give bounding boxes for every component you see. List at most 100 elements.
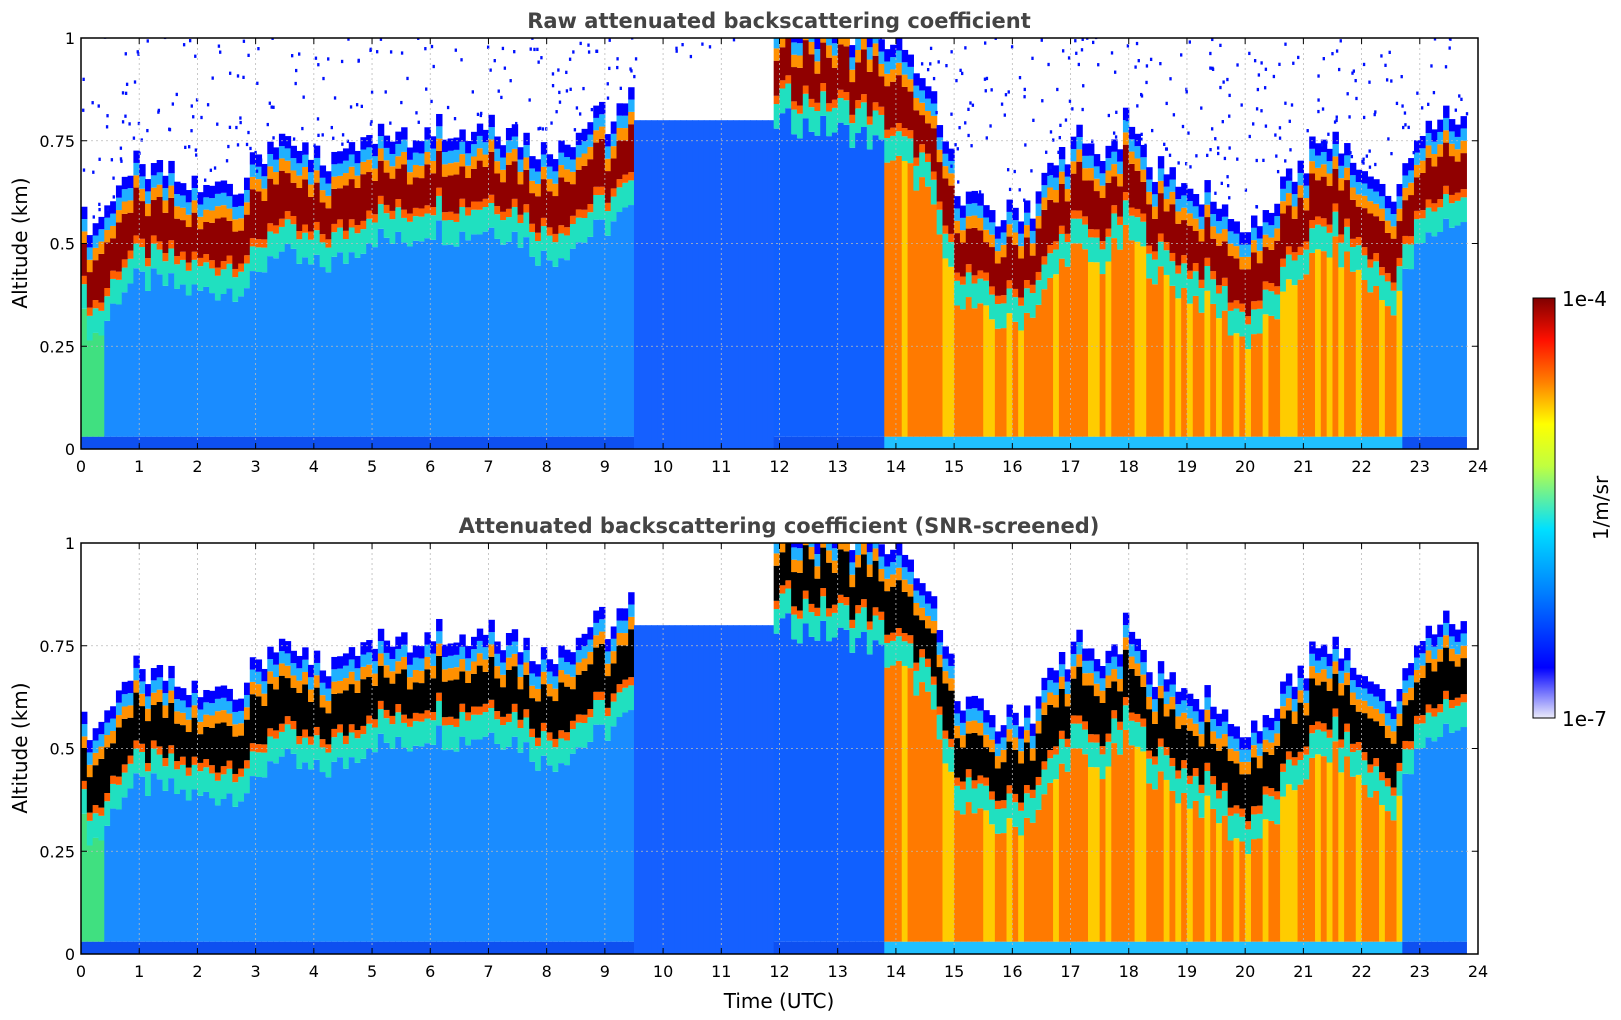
heat-cell — [849, 57, 856, 70]
heat-cell — [488, 227, 495, 437]
heat-cell — [302, 232, 309, 258]
heat-cell — [412, 240, 420, 437]
heat-cell — [1390, 151, 1393, 156]
heat-cell — [849, 941, 856, 954]
heat-cell — [1128, 656, 1136, 669]
heat-cell — [389, 436, 396, 449]
heat-cell — [1361, 195, 1368, 209]
heat-cell — [459, 659, 466, 672]
heat-cell — [1076, 161, 1083, 211]
heat-cell — [1198, 746, 1206, 785]
x-tick-label: 20 — [1235, 962, 1255, 981]
heat-cell — [1175, 803, 1182, 942]
heat-cell — [1110, 51, 1114, 55]
heat-cell — [1070, 715, 1077, 724]
heat-cell — [511, 198, 519, 208]
heat-cell — [1088, 673, 1095, 686]
heat-cell — [92, 247, 100, 261]
heat-cell — [558, 645, 565, 658]
heat-cell — [232, 301, 239, 437]
heat-cell — [1326, 185, 1334, 225]
heat-cell — [214, 436, 222, 449]
heat-cell — [1064, 747, 1072, 772]
heat-cell — [238, 193, 245, 206]
heat-cell — [156, 241, 164, 250]
heat-cell — [430, 44, 434, 49]
heat-cell — [1297, 255, 1304, 280]
heat-cell — [1256, 768, 1264, 806]
heat-cell — [249, 146, 252, 151]
heat-cell — [1285, 205, 1293, 247]
heat-cell — [1041, 761, 1048, 770]
heat-cell — [278, 436, 286, 449]
heat-cell — [278, 651, 286, 664]
heat-cell — [1192, 776, 1200, 801]
heat-cell — [1076, 654, 1083, 667]
heat-cell — [994, 768, 1002, 801]
heat-cell — [441, 212, 449, 221]
heat-cell — [92, 728, 100, 741]
heat-cell — [1326, 737, 1334, 763]
heat-cell — [243, 202, 251, 215]
heat-cell — [593, 195, 600, 220]
heat-cell — [424, 164, 431, 206]
heat-cell — [1280, 771, 1287, 797]
heat-cell — [115, 809, 123, 942]
heat-cell — [1064, 233, 1072, 243]
heat-cell — [406, 184, 414, 214]
heat-cell — [820, 543, 827, 548]
heat-cell — [1413, 715, 1421, 725]
heat-cell — [1317, 74, 1320, 78]
heat-cell — [831, 132, 839, 437]
heat-cell — [1454, 666, 1462, 698]
heat-cell — [1012, 232, 1019, 245]
heat-cell — [430, 678, 437, 713]
heat-cell — [1317, 109, 1320, 114]
heat-cell — [188, 39, 192, 43]
heat-cell — [901, 136, 909, 161]
heat-cell — [1134, 133, 1141, 147]
heat-cell — [837, 98, 845, 123]
heat-cell — [255, 191, 263, 240]
heat-cell — [1367, 267, 1374, 293]
heat-cell — [1099, 702, 1107, 747]
heat-cell — [1216, 233, 1223, 246]
heat-cell — [124, 114, 127, 118]
heat-cell — [599, 941, 606, 954]
heat-cell — [551, 84, 555, 88]
heat-cell — [412, 207, 420, 217]
heat-cell — [1309, 136, 1316, 149]
heat-cell — [581, 242, 589, 437]
heat-cell — [337, 668, 344, 681]
heat-cell — [895, 38, 903, 51]
heat-cell — [255, 239, 263, 248]
heat-cell — [1169, 285, 1176, 437]
heat-cell — [1070, 436, 1077, 449]
heat-cell — [501, 46, 505, 51]
heat-cell — [1431, 129, 1438, 142]
heat-cell — [744, 120, 751, 449]
heat-cell — [104, 205, 111, 218]
heat-cell — [1315, 648, 1322, 661]
heat-cell — [1303, 715, 1310, 747]
heat-cell — [959, 735, 967, 748]
heat-cell — [1268, 754, 1275, 789]
heat-cell — [1228, 196, 1231, 200]
heat-cell — [401, 151, 408, 165]
heat-cell — [441, 725, 449, 751]
heat-cell — [826, 941, 833, 954]
heat-cell — [366, 723, 373, 749]
heat-cell — [1250, 720, 1258, 733]
heat-cell — [308, 689, 315, 702]
heat-cell — [1088, 648, 1095, 661]
heat-cell — [267, 941, 274, 954]
heat-cell — [808, 436, 816, 449]
heat-cell — [837, 44, 845, 90]
heat-cell — [884, 137, 891, 163]
heat-cell — [145, 179, 152, 192]
heat-cell — [511, 124, 519, 137]
heat-cell — [942, 436, 949, 449]
heat-cell — [133, 268, 140, 437]
heat-cell — [209, 198, 216, 211]
heat-cell — [1437, 941, 1444, 954]
